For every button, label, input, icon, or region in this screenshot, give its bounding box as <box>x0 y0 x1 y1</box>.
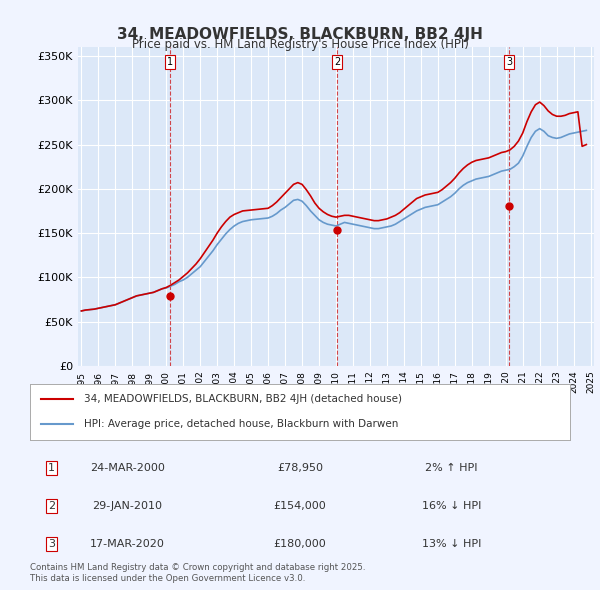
Text: 13% ↓ HPI: 13% ↓ HPI <box>422 539 481 549</box>
Text: 29-JAN-2010: 29-JAN-2010 <box>92 501 162 511</box>
Text: 16% ↓ HPI: 16% ↓ HPI <box>422 501 481 511</box>
Text: 34, MEADOWFIELDS, BLACKBURN, BB2 4JH (detached house): 34, MEADOWFIELDS, BLACKBURN, BB2 4JH (de… <box>84 394 402 404</box>
Text: 2% ↑ HPI: 2% ↑ HPI <box>425 463 478 473</box>
Point <box>505 202 514 211</box>
Text: £154,000: £154,000 <box>274 501 326 511</box>
Text: 2: 2 <box>334 57 340 67</box>
Text: 24-MAR-2000: 24-MAR-2000 <box>90 463 164 473</box>
Text: 17-MAR-2020: 17-MAR-2020 <box>90 539 164 549</box>
Point <box>166 291 175 301</box>
Text: 3: 3 <box>48 539 55 549</box>
Text: 2: 2 <box>48 501 55 511</box>
Text: 1: 1 <box>167 57 173 67</box>
Text: £180,000: £180,000 <box>274 539 326 549</box>
Text: 34, MEADOWFIELDS, BLACKBURN, BB2 4JH: 34, MEADOWFIELDS, BLACKBURN, BB2 4JH <box>117 27 483 41</box>
Text: £78,950: £78,950 <box>277 463 323 473</box>
Text: 3: 3 <box>506 57 512 67</box>
Text: Contains HM Land Registry data © Crown copyright and database right 2025.
This d: Contains HM Land Registry data © Crown c… <box>30 563 365 583</box>
Text: HPI: Average price, detached house, Blackburn with Darwen: HPI: Average price, detached house, Blac… <box>84 419 398 429</box>
Text: 1: 1 <box>48 463 55 473</box>
Point <box>332 225 342 234</box>
Text: Price paid vs. HM Land Registry's House Price Index (HPI): Price paid vs. HM Land Registry's House … <box>131 38 469 51</box>
